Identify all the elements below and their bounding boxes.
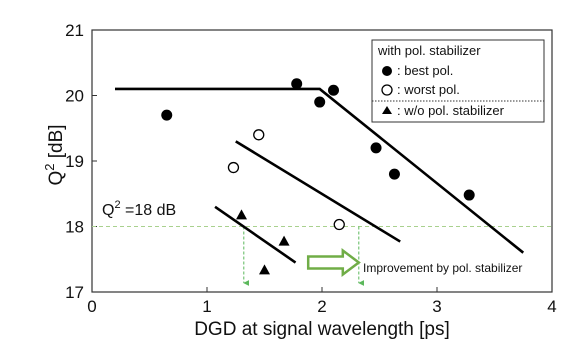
x-axis-label: DGD at signal wavelength [ps] [194,319,450,340]
point-best-pol [388,168,400,180]
y-axis-label: Q2 [dB] [42,124,67,185]
q-label-main: Q [102,202,114,219]
improvement-arrow [306,248,361,278]
fit-lines [115,87,525,264]
y-tick-label: 18 [65,218,84,237]
fit-line [235,140,401,243]
y-tick-label: 17 [65,283,84,302]
legend-label-wo: : w/o pol. stabilizer [397,103,505,118]
improvement-label: Improvement by pol. stabilizer [363,261,522,275]
y-axis-label-main: Q [46,171,67,186]
point-without-stabilizer [236,209,247,220]
q-threshold-label: Q2 =18 dB [102,199,176,219]
x-tick-label: 4 [547,297,556,316]
point-without-stabilizer [278,235,290,246]
point-worst-pol [253,129,265,141]
y-axis-label-sup: 2 [42,164,57,171]
point-best-pol [370,142,382,154]
threshold-layer [92,226,552,286]
point-without-stabilizer [259,264,270,275]
y-axis-label-unit: [dB] [46,124,67,163]
legend-label-worst: : worst pol. [397,82,460,97]
x-tick-label: 1 [202,297,211,316]
q-label-rest: =18 dB [121,202,177,219]
legend-marker-worst [381,84,393,96]
point-best-pol [328,84,339,96]
y-tick-label: 21 [65,21,84,40]
x-tick-label: 0 [87,297,96,316]
x-tick-label: 2 [317,297,326,316]
data-points [161,78,475,275]
q-label-sup: 2 [114,199,120,211]
x-tick-label: 3 [432,297,441,316]
y-tick-label: 19 [65,152,84,171]
legend-marker-wo [382,106,392,114]
point-worst-pol [227,161,240,174]
svg-text:Q2 [dB]: Q2 [dB] [42,124,67,185]
point-best-pol [463,189,475,201]
point-best-pol [314,96,326,108]
fit-line [214,205,297,264]
legend-label-best: : best pol. [397,63,453,78]
axis-ticks: 0 1 2 3 4 17 18 19 20 21 [65,21,557,316]
point-best-pol [291,78,303,90]
point-worst-pol [333,218,345,231]
legend-header: with pol. stabilizer [377,43,481,58]
legend: with pol. stabilizer : best pol. : worst… [371,39,545,123]
legend-marker-best [382,66,392,76]
fit-line [115,87,525,254]
legend-box [371,39,545,123]
y-tick-label: 20 [65,87,84,106]
point-best-pol [161,109,173,121]
